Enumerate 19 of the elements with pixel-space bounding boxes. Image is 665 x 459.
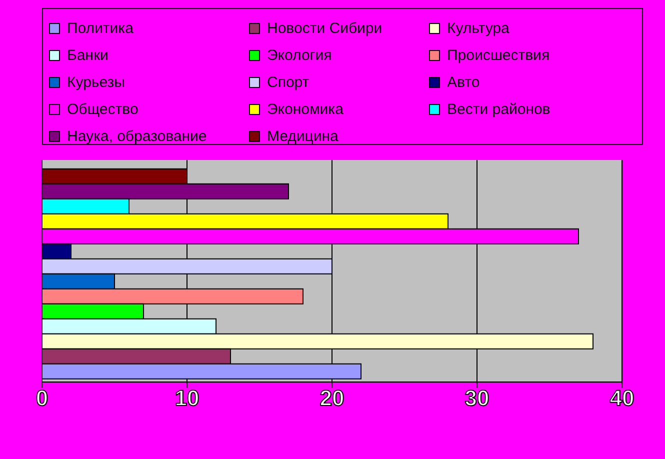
x-tick-label: 20 <box>320 386 344 411</box>
legend-label: Общество <box>67 101 138 118</box>
legend-label: Банки <box>67 47 108 64</box>
legend-label: Экономика <box>267 101 344 118</box>
legend-label: Вести районов <box>447 101 550 118</box>
legend-label: Культура <box>447 20 510 37</box>
legend-label: Экология <box>267 47 332 64</box>
x-tick-label: 40 <box>610 386 634 411</box>
x-tick-label: 10 <box>174 386 200 411</box>
legend-label: Политика <box>67 20 134 37</box>
legend-label: Новости Сибири <box>267 20 382 37</box>
legend-label: Происшествия <box>447 47 550 64</box>
x-tick-label: 0 <box>36 386 48 411</box>
legend-label: Авто <box>447 74 480 91</box>
x-tick-label: 30 <box>464 386 490 411</box>
legend-label: Медицина <box>267 128 338 145</box>
legend-label: Наука, образование <box>67 128 207 145</box>
legend-label: Спорт <box>267 74 310 91</box>
legend-label: Курьезы <box>67 74 125 91</box>
